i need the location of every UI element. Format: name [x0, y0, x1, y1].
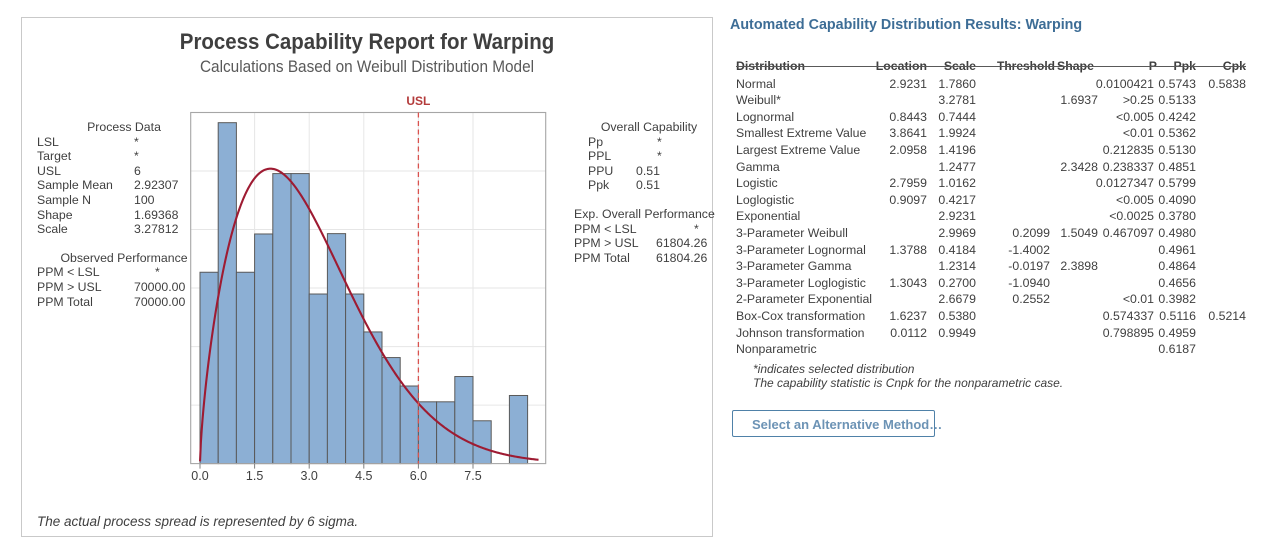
svg-text:4.5: 4.5	[355, 469, 372, 483]
svg-text:6.0: 6.0	[410, 469, 427, 483]
svg-text:USL: USL	[406, 94, 430, 108]
svg-text:0.0: 0.0	[191, 469, 208, 483]
svg-text:1.5: 1.5	[246, 469, 263, 483]
svg-text:7.5: 7.5	[464, 469, 481, 483]
svg-text:3.0: 3.0	[301, 469, 318, 483]
